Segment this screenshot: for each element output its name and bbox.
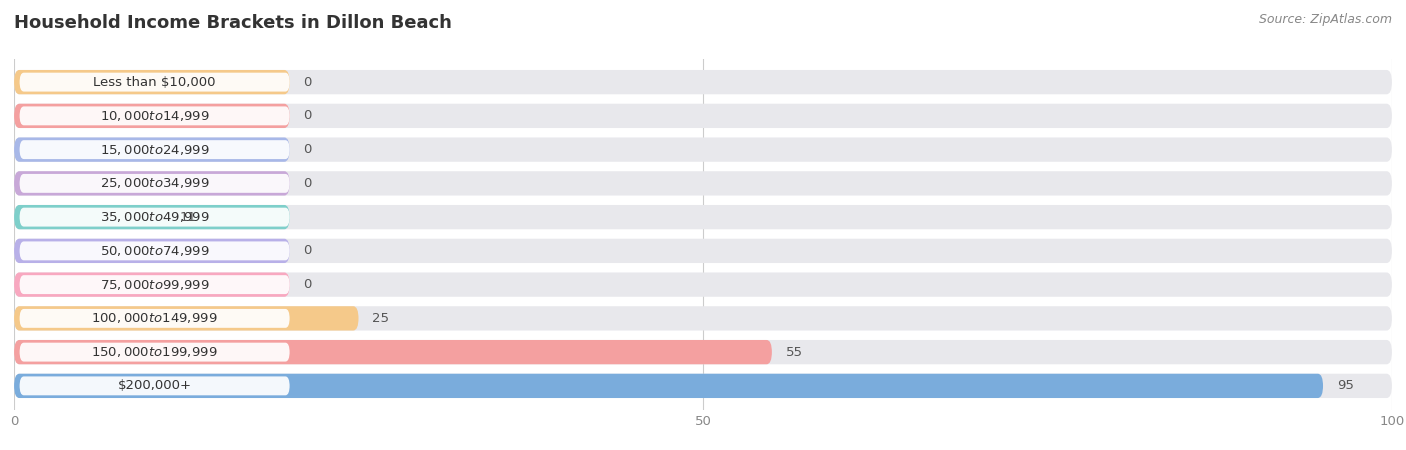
Text: $75,000 to $99,999: $75,000 to $99,999 (100, 278, 209, 292)
Text: 95: 95 (1337, 379, 1354, 392)
FancyBboxPatch shape (14, 70, 290, 94)
Text: $10,000 to $14,999: $10,000 to $14,999 (100, 109, 209, 123)
Text: 0: 0 (304, 278, 312, 291)
Text: $15,000 to $24,999: $15,000 to $24,999 (100, 143, 209, 157)
Text: $200,000+: $200,000+ (118, 379, 191, 392)
FancyBboxPatch shape (20, 275, 290, 294)
FancyBboxPatch shape (20, 309, 290, 328)
Text: Source: ZipAtlas.com: Source: ZipAtlas.com (1258, 14, 1392, 27)
FancyBboxPatch shape (14, 238, 1392, 263)
FancyBboxPatch shape (14, 171, 1392, 195)
FancyBboxPatch shape (20, 106, 290, 125)
Text: 25: 25 (373, 312, 389, 325)
Text: 0: 0 (304, 76, 312, 89)
Text: $150,000 to $199,999: $150,000 to $199,999 (91, 345, 218, 359)
Text: 0: 0 (304, 143, 312, 156)
FancyBboxPatch shape (14, 272, 1392, 297)
Text: $50,000 to $74,999: $50,000 to $74,999 (100, 244, 209, 258)
FancyBboxPatch shape (14, 374, 1323, 398)
FancyBboxPatch shape (20, 72, 290, 91)
FancyBboxPatch shape (14, 374, 1392, 398)
FancyBboxPatch shape (20, 376, 290, 396)
FancyBboxPatch shape (14, 171, 290, 195)
FancyBboxPatch shape (20, 343, 290, 362)
FancyBboxPatch shape (14, 340, 1392, 364)
Text: 0: 0 (304, 109, 312, 122)
Text: 55: 55 (786, 346, 803, 359)
FancyBboxPatch shape (14, 137, 1392, 162)
FancyBboxPatch shape (20, 140, 290, 159)
FancyBboxPatch shape (20, 241, 290, 260)
Text: 0: 0 (304, 244, 312, 257)
FancyBboxPatch shape (14, 306, 1392, 330)
Text: Less than $10,000: Less than $10,000 (93, 76, 217, 89)
FancyBboxPatch shape (14, 306, 359, 330)
Text: $100,000 to $149,999: $100,000 to $149,999 (91, 311, 218, 325)
Text: $25,000 to $34,999: $25,000 to $34,999 (100, 176, 209, 190)
FancyBboxPatch shape (14, 104, 290, 128)
Text: $35,000 to $49,999: $35,000 to $49,999 (100, 210, 209, 224)
Text: 11: 11 (180, 211, 197, 224)
FancyBboxPatch shape (14, 205, 1392, 229)
FancyBboxPatch shape (14, 137, 290, 162)
FancyBboxPatch shape (20, 208, 290, 226)
FancyBboxPatch shape (14, 272, 290, 297)
FancyBboxPatch shape (14, 340, 772, 364)
FancyBboxPatch shape (14, 70, 1392, 94)
FancyBboxPatch shape (14, 238, 290, 263)
FancyBboxPatch shape (20, 174, 290, 193)
FancyBboxPatch shape (14, 104, 1392, 128)
Text: Household Income Brackets in Dillon Beach: Household Income Brackets in Dillon Beac… (14, 14, 451, 32)
Text: 0: 0 (304, 177, 312, 190)
FancyBboxPatch shape (14, 205, 290, 229)
